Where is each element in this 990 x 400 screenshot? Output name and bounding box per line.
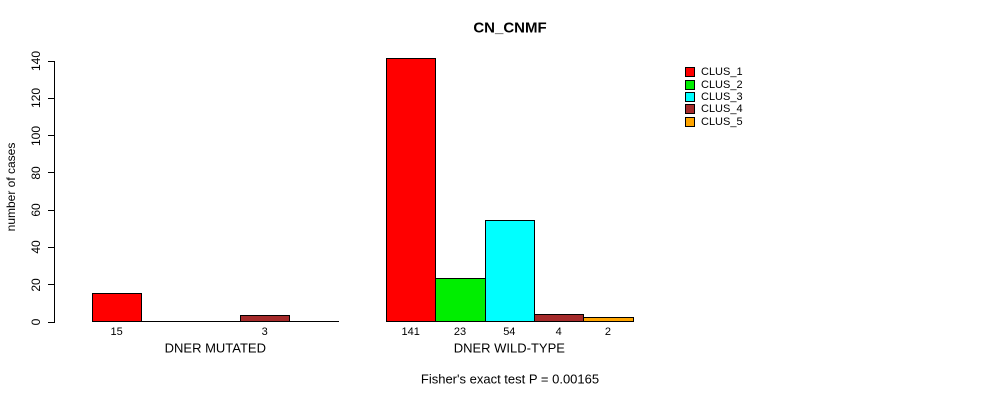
- legend-row-clus_3: CLUS_3: [685, 91, 743, 103]
- bar-clus_1-dner-wild-type: [386, 58, 437, 322]
- legend-swatch-icon: [685, 91, 695, 102]
- legend-swatch-icon: [685, 67, 695, 78]
- y-tick-mark: [48, 284, 55, 286]
- y-axis-title: number of cases: [4, 142, 18, 232]
- bar-value-label: 23: [453, 326, 467, 338]
- bar-value-label: 141: [401, 326, 420, 338]
- bar-clus_3-dner-wild-type: [484, 220, 535, 322]
- legend-row-clus_1: CLUS_1: [685, 66, 743, 78]
- y-tick-label: 100: [29, 125, 43, 146]
- y-tick-label: 0: [29, 318, 43, 326]
- bar-value-label: 4: [555, 326, 562, 338]
- legend-swatch-icon: [685, 116, 695, 127]
- y-tick-mark: [48, 97, 55, 99]
- legend-row-clus_2: CLUS_2: [685, 78, 743, 91]
- x-group-label: DNER MUTATED: [164, 340, 266, 356]
- y-tick-label: 40: [29, 240, 43, 255]
- y-tick-mark: [48, 60, 55, 62]
- y-tick-label: 140: [29, 50, 43, 72]
- y-tick-mark: [48, 172, 55, 174]
- y-tick-mark: [48, 209, 55, 211]
- y-tick-mark: [48, 321, 55, 323]
- legend-swatch-icon: [685, 104, 695, 115]
- legend-row-clus_4: CLUS_4: [685, 103, 743, 115]
- bar-clus_4-dner-wild-type: [533, 314, 585, 322]
- y-tick-label: 80: [29, 166, 43, 180]
- y-tick-mark: [48, 246, 55, 248]
- y-tick-label: 60: [29, 203, 43, 217]
- y-axis-line: [54, 61, 55, 322]
- bar-clus_5-dner-wild-type: [583, 317, 634, 322]
- y-tick-label: 120: [29, 88, 43, 109]
- legend: CLUS_1 CLUS_2 CLUS_3 CLUS_4 CLUS_5: [685, 66, 743, 128]
- legend-row-clus_5: CLUS_5: [685, 116, 743, 128]
- bar-value-label: 3: [261, 326, 268, 338]
- fisher-test-annotation: Fisher's exact test P = 0.00165: [420, 371, 600, 387]
- chart-title: CN_CNMF: [473, 19, 547, 37]
- legend-swatch-icon: [685, 79, 695, 90]
- bar-value-label: 54: [503, 326, 516, 338]
- legend-label: CLUS_2: [701, 78, 743, 91]
- legend-label: CLUS_3: [701, 90, 743, 103]
- bar-value-label: 15: [110, 326, 123, 338]
- y-tick-label: 20: [29, 278, 43, 292]
- bar-clus_2-dner-wild-type: [435, 278, 486, 322]
- bar-clus_4-dner-mutated: [239, 315, 291, 322]
- legend-label: CLUS_1: [701, 66, 743, 79]
- x-group-label: DNER WILD-TYPE: [453, 340, 565, 356]
- group-baseline: [92, 321, 339, 322]
- y-tick-mark: [48, 135, 55, 137]
- bar-clus_1-dner-mutated: [92, 293, 143, 322]
- bar-value-label: 2: [604, 326, 612, 338]
- legend-label: CLUS_5: [701, 115, 743, 128]
- legend-label: CLUS_4: [701, 103, 743, 116]
